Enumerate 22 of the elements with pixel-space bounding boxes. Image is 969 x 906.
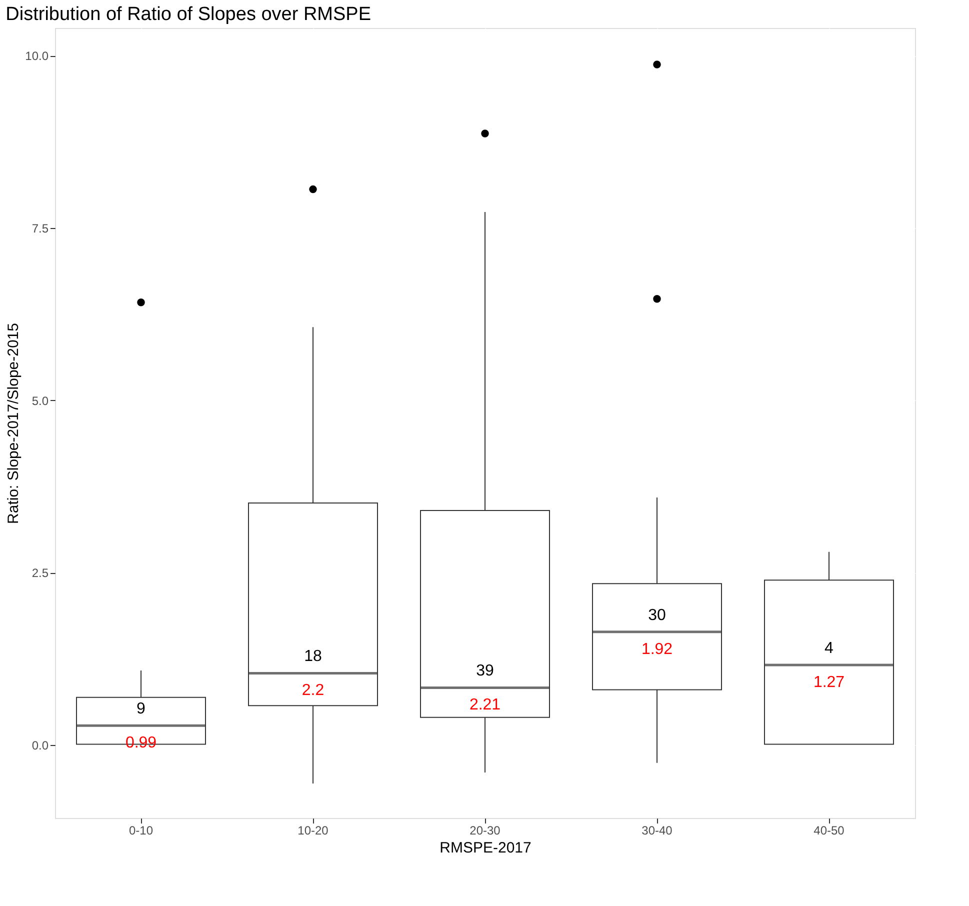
y-tick-label: 7.5 — [32, 221, 49, 236]
annotation: 2.21 — [469, 696, 501, 714]
y-tick-label: 5.0 — [32, 394, 49, 408]
y-axis-title: Ratio: Slope-2017/Slope-2015 — [5, 323, 22, 524]
x-axis-title: RMSPE-2017 — [440, 840, 532, 856]
x-tick-label: 30-40 — [642, 824, 673, 838]
annotation: 18 — [304, 648, 322, 666]
annotation: 30 — [648, 606, 666, 624]
annotation: 4 — [824, 640, 834, 657]
chart-title: Distribution of Ratio of Slopes over RMSPE — [6, 4, 372, 25]
x-tick-label: 10-20 — [298, 824, 329, 838]
annotation: 39 — [476, 662, 494, 680]
x-tick-label: 0-10 — [128, 824, 154, 838]
y-tick-label: 10.0 — [25, 49, 49, 64]
annotation: 9 — [136, 700, 146, 718]
annotation: 1.92 — [641, 640, 673, 658]
y-tick-label: 0.0 — [32, 738, 49, 752]
annotation: 1.27 — [813, 674, 845, 691]
x-tick-label: 40-50 — [814, 824, 845, 838]
x-tick-label: 20-30 — [470, 824, 501, 838]
y-tick-label: 2.5 — [32, 566, 49, 580]
annotation: 2.2 — [302, 682, 324, 700]
